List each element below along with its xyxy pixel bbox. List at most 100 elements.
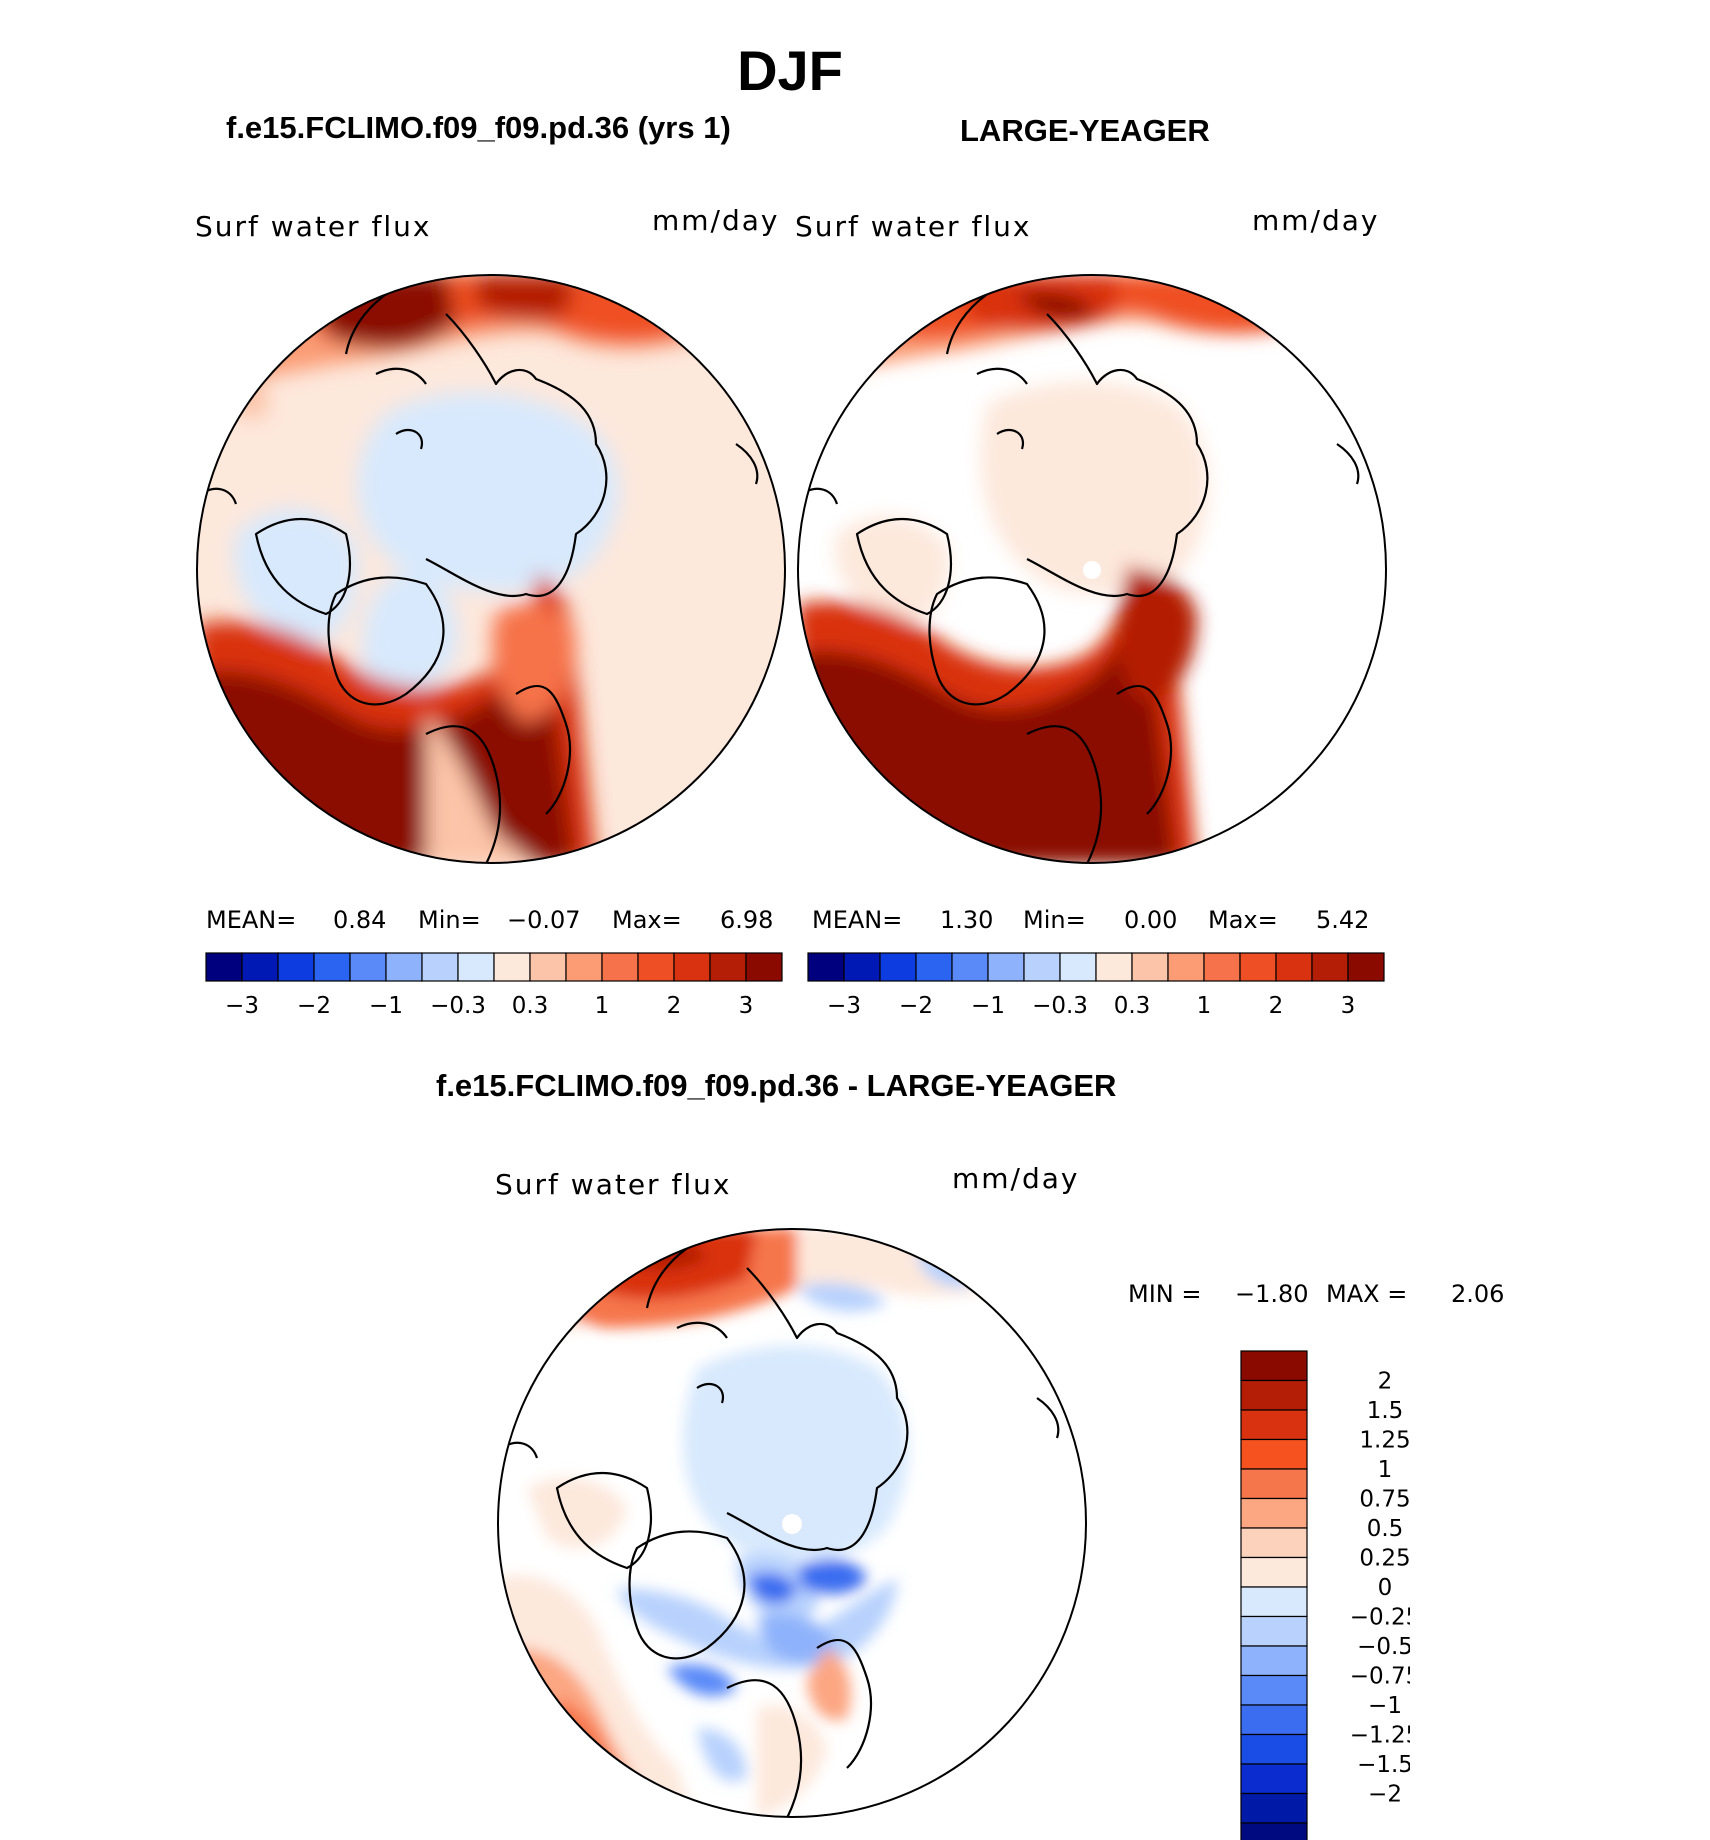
- right-min-label: Min=: [1023, 906, 1086, 934]
- diff-case-title: f.e15.FCLIMO.f09_f09.pd.36 - LARGE-YEAGE…: [436, 1068, 1117, 1103]
- diff-colorbar-box: [1240, 1792, 1308, 1824]
- diff-colorbar-box: [1240, 1733, 1308, 1765]
- diff-colorbar-tick-label: 0: [1378, 1575, 1393, 1601]
- right-colorbar-tick-label: 0.3: [1114, 993, 1151, 1015]
- right-colorbar-box: [843, 952, 881, 982]
- left-colorbar-tick-label: −1: [369, 993, 403, 1015]
- diff-colorbar-box: [1240, 1379, 1308, 1411]
- left-colorbar-box: [529, 952, 567, 982]
- right-colorbar-tick-label: 3: [1341, 993, 1356, 1015]
- right-max-value: 5.42: [1316, 906, 1370, 934]
- diff-colorbar-tick-label: −0.25: [1350, 1605, 1410, 1631]
- diff-colorbar-tick-label: −1.5: [1357, 1752, 1410, 1778]
- right-colorbar-box: [1239, 952, 1277, 982]
- diff-min-value: −1.80: [1235, 1280, 1309, 1308]
- diff-colorbar-tick-label: −1.25: [1350, 1723, 1410, 1749]
- right-max-label: Max=: [1208, 906, 1278, 934]
- diff-colorbar-tick-label: 2: [1378, 1369, 1393, 1395]
- diff-colorbar-tick-label: 1: [1378, 1457, 1393, 1483]
- left-colorbar-box: [205, 952, 243, 982]
- left-colorbar-tick-label: −2: [297, 993, 331, 1015]
- diff-max-label: MAX =: [1326, 1280, 1408, 1308]
- right-colorbar-box: [1059, 952, 1097, 982]
- right-colorbar-box: [807, 952, 845, 982]
- diff-colorbar-tick-label: 0.25: [1359, 1546, 1410, 1572]
- diff-colorbar-box: [1240, 1704, 1308, 1736]
- diff-colorbar-box: [1240, 1674, 1308, 1706]
- right-colorbar-box: [915, 952, 953, 982]
- right-variable-label: Surf water flux: [795, 210, 1032, 243]
- right-colorbar-box: [1311, 952, 1349, 982]
- diff-colorbar-box: [1240, 1645, 1308, 1677]
- diff-colorbar-tick-label: 0.75: [1359, 1487, 1410, 1513]
- right-colorbar-tick-label: −1: [971, 993, 1005, 1015]
- diff-colorbar-tick-label: −1: [1368, 1693, 1402, 1719]
- left-min-value: −0.07: [507, 906, 581, 934]
- left-colorbar-tick-label: 0.3: [512, 993, 549, 1015]
- diff-colorbar-box: [1240, 1822, 1308, 1840]
- left-max-label: Max=: [612, 906, 682, 934]
- diff-variable-label: Surf water flux: [495, 1168, 732, 1201]
- diff-colorbar-tick-label: −0.5: [1357, 1634, 1410, 1660]
- diff-colorbar-box: [1240, 1556, 1308, 1588]
- left-colorbar-box: [277, 952, 315, 982]
- diff-polar-map: [497, 1228, 1087, 1818]
- diff-colorbar-box: [1240, 1527, 1308, 1559]
- right-case-title: LARGE-YEAGER: [960, 113, 1210, 148]
- left-colorbar-box: [673, 952, 711, 982]
- right-colorbar-box: [1023, 952, 1061, 982]
- left-colorbar-box: [313, 952, 351, 982]
- right-colorbar-box: [1275, 952, 1313, 982]
- left-colorbar-box: [349, 952, 387, 982]
- left-colorbar-tick-label: 3: [739, 993, 754, 1015]
- right-colorbar-box: [1095, 952, 1133, 982]
- right-colorbar: −3 −2 −1 −0.3 0.3 1 2 3: [807, 952, 1385, 1015]
- right-colorbar-tick-label: 1: [1197, 993, 1212, 1015]
- left-colorbar-box: [709, 952, 747, 982]
- diff-colorbar: 2 1.5 1.25 1 0.75 0.5 0.25 0 −0.25 −0.5 −0.75 −1 −1.…: [1240, 1350, 1410, 1840]
- left-polar-map: [196, 274, 786, 864]
- left-colorbar-box: [745, 952, 783, 982]
- left-colorbar-box: [637, 952, 675, 982]
- diff-units-label: mm/day: [952, 1162, 1080, 1195]
- left-variable-label: Surf water flux: [195, 210, 432, 243]
- diff-colorbar-box: [1240, 1438, 1308, 1470]
- left-colorbar-tick-label: 2: [667, 993, 682, 1015]
- left-units-label: mm/day: [652, 204, 780, 237]
- right-mean-label: MEAN=: [812, 906, 903, 934]
- left-colorbar-box: [565, 952, 603, 982]
- right-colorbar-box: [879, 952, 917, 982]
- diff-colorbar-tick-label: 1.25: [1359, 1428, 1410, 1454]
- left-colorbar-box: [493, 952, 531, 982]
- left-colorbar-tick-label: −3: [225, 993, 259, 1015]
- right-polar-map: [797, 274, 1387, 864]
- right-colorbar-tick-label: −0.3: [1032, 993, 1088, 1015]
- left-max-value: 6.98: [720, 906, 774, 934]
- right-colorbar-box: [951, 952, 989, 982]
- right-colorbar-tick-label: −2: [899, 993, 933, 1015]
- right-colorbar-box: [1347, 952, 1385, 982]
- left-colorbar-box: [421, 952, 459, 982]
- right-colorbar-box: [987, 952, 1025, 982]
- diff-colorbar-box: [1240, 1497, 1308, 1529]
- left-colorbar-tick-label: 1: [595, 993, 610, 1015]
- diff-colorbar-box: [1240, 1615, 1308, 1647]
- diff-colorbar-box: [1240, 1586, 1308, 1618]
- left-colorbar-box: [241, 952, 279, 982]
- right-colorbar-box: [1131, 952, 1169, 982]
- right-colorbar-box: [1203, 952, 1241, 982]
- left-colorbar-tick-label: −0.3: [430, 993, 486, 1015]
- diff-colorbar-tick-label: 1.5: [1367, 1398, 1404, 1424]
- figure-title: DJF: [737, 39, 843, 102]
- left-colorbar-box: [601, 952, 639, 982]
- diff-colorbar-box: [1240, 1468, 1308, 1500]
- diff-colorbar-box: [1240, 1763, 1308, 1795]
- right-colorbar-tick-label: −3: [827, 993, 861, 1015]
- right-colorbar-box: [1167, 952, 1205, 982]
- left-colorbar-box: [385, 952, 423, 982]
- right-min-value: 0.00: [1124, 906, 1178, 934]
- left-min-label: Min=: [418, 906, 481, 934]
- diff-max-value: 2.06: [1451, 1280, 1505, 1308]
- right-units-label: mm/day: [1252, 204, 1380, 237]
- left-mean-label: MEAN=: [206, 906, 297, 934]
